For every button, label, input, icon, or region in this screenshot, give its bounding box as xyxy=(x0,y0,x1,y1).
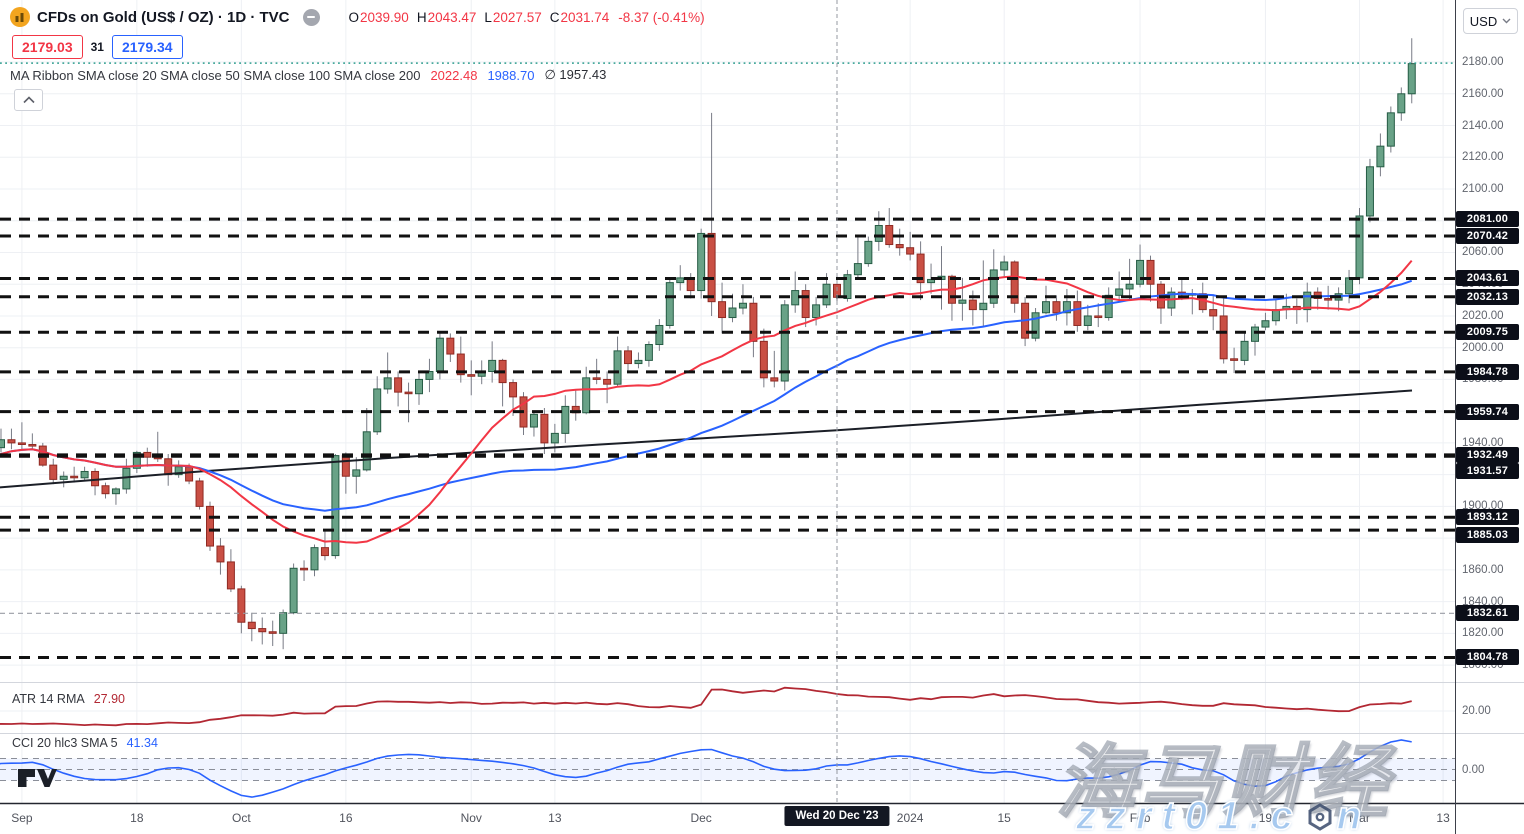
cci-band xyxy=(0,758,1455,781)
price-level-lines xyxy=(0,217,1455,659)
watermark-url-left: zzrt01.c xyxy=(1075,793,1303,834)
change-value: -8.37 (-0.41%) xyxy=(618,9,705,25)
sma-average-value: ∅ 1957.43 xyxy=(544,67,607,82)
ma-ribbon-legend[interactable]: MA Ribbon SMA close 20 SMA close 50 SMA … xyxy=(10,67,606,83)
gold-symbol-icon xyxy=(10,7,30,27)
symbol-header: CFDs on Gold (US$ / OZ) · 1D · TVC O2039… xyxy=(10,7,705,27)
atr-legend[interactable]: ATR 14 RMA 27.90 xyxy=(12,692,125,706)
buy-button[interactable]: 2179.34 xyxy=(111,35,183,59)
sma20-value: 2022.48 xyxy=(430,67,478,83)
ohlc-values: O2039.90 H2043.47 L2027.57 C2031.74 -8.3… xyxy=(348,9,705,25)
close-value: 2031.74 xyxy=(560,9,610,25)
high-value: 2043.47 xyxy=(427,9,477,25)
cci-line xyxy=(0,739,1412,798)
low-value: 2027.57 xyxy=(492,9,542,25)
trade-buttons: 2179.03 31 2179.34 xyxy=(12,35,183,59)
pane-separators xyxy=(0,682,1524,805)
ma-ribbon-label: MA Ribbon SMA close 20 SMA close 50 SMA … xyxy=(10,67,421,83)
open-value: 2039.90 xyxy=(360,9,409,25)
chevron-up-icon xyxy=(22,96,35,104)
cci-label: CCI 20 hlc3 SMA 5 xyxy=(12,736,118,750)
cci-value: 41.34 xyxy=(126,736,158,750)
currency-value: USD xyxy=(1469,13,1498,29)
market-status-icon[interactable] xyxy=(302,8,320,26)
atr-value: 27.90 xyxy=(93,692,125,706)
gridlines xyxy=(0,0,1455,803)
crosshair-date-badge: Wed 20 Dec '23 xyxy=(784,806,890,826)
sma50-value: 1988.70 xyxy=(487,67,535,83)
atr-line xyxy=(0,686,1412,727)
atr-label: ATR 14 RMA xyxy=(12,692,85,706)
watermark-url-right: n xyxy=(1336,793,1372,834)
tradingview-logo[interactable] xyxy=(16,766,58,790)
chevron-down-icon xyxy=(1502,18,1511,24)
candlestick-series xyxy=(0,38,1416,650)
symbol-title[interactable]: CFDs on Gold (US$ / OZ) · 1D · TVC xyxy=(37,8,290,26)
watermark-url: zzrt01.c n xyxy=(1075,793,1372,834)
watermark-chinese: 海马财经 xyxy=(1055,737,1392,828)
ma-ribbon-lines xyxy=(0,259,1413,544)
collapse-indicators-button[interactable] xyxy=(14,89,43,111)
spread-value: 31 xyxy=(90,40,104,54)
cci-legend[interactable]: CCI 20 hlc3 SMA 5 41.34 xyxy=(12,736,158,750)
watermark-gear-icon xyxy=(1308,802,1332,831)
currency-dropdown[interactable]: USD xyxy=(1463,8,1518,34)
sell-button[interactable]: 2179.03 xyxy=(12,35,83,59)
